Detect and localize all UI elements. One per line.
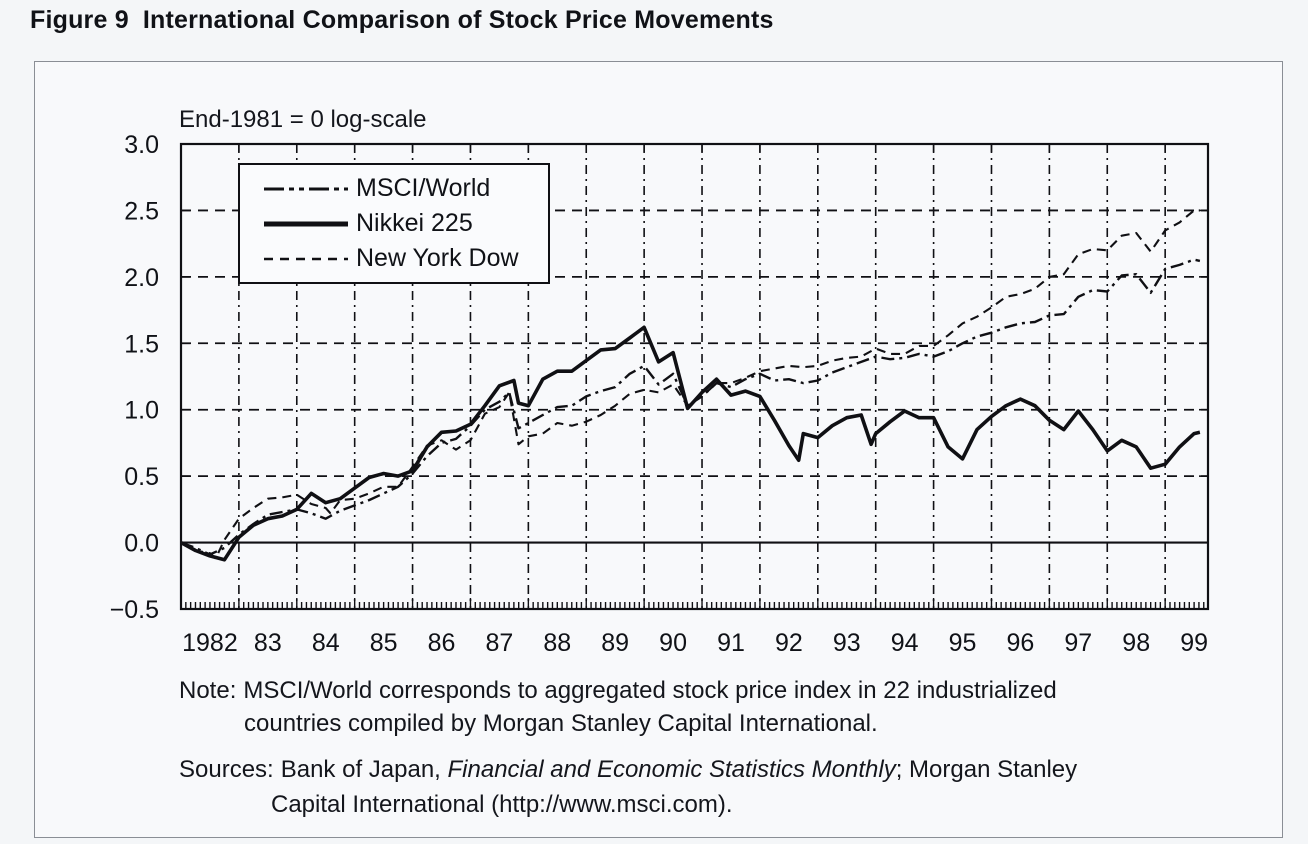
- x-tick-label: 86: [428, 629, 456, 657]
- legend-label: Nikkei 225: [356, 209, 473, 237]
- y-tick-label: 2.0: [124, 264, 159, 292]
- legend-line-dash: [264, 257, 348, 260]
- y-tick-label: 0.0: [124, 530, 159, 558]
- y-tick-label: 2.5: [124, 197, 159, 225]
- y-tick-label: 1.5: [124, 330, 159, 358]
- x-tick-label: 89: [601, 629, 629, 657]
- figure-title-text: International Comparison of Stock Price …: [142, 6, 774, 34]
- sources-publication: Financial and Economic Statistics Monthl…: [447, 756, 896, 783]
- legend-line-dash-dot: [264, 187, 348, 190]
- x-tick-label: 91: [717, 629, 745, 657]
- legend-label: MSCI/World: [356, 174, 491, 202]
- y-tick-label: 0.5: [124, 463, 159, 491]
- series-line-msci-world: [180, 258, 1201, 556]
- figure-panel: End-1981 = 0 log-scale 3.0 2.5 2.0 1.5 1.0 0.…: [34, 61, 1283, 838]
- x-tick-label: 94: [891, 629, 919, 657]
- x-tick-label: 98: [1122, 629, 1150, 657]
- note-line-1: Note: MSCI/World corresponds to aggregate…: [179, 677, 1057, 704]
- chart-legend: MSCI/World Nikkei 225 New York Dow: [238, 163, 550, 284]
- x-tick-label: 88: [543, 629, 571, 657]
- sources-label: Sources:: [179, 756, 274, 783]
- x-tick-label: 1982: [182, 629, 238, 657]
- x-tick-label: 96: [1007, 629, 1035, 657]
- x-tick-label: 87: [485, 629, 513, 657]
- x-tick-label: 83: [254, 629, 282, 657]
- y-tick-label: 3.0: [124, 131, 159, 159]
- legend-item-nikkei-225: Nikkei 225: [264, 207, 548, 240]
- x-tick-label: 92: [775, 629, 803, 657]
- figure-number: Figure 9: [30, 6, 129, 34]
- y-tick-label: 1.0: [124, 397, 159, 425]
- x-tick-label: 90: [659, 629, 687, 657]
- x-tick-label: 97: [1064, 629, 1092, 657]
- note-label: Note:: [179, 677, 237, 704]
- legend-label: New York Dow: [356, 244, 519, 272]
- figure-sources: Sources: Bank of Japan, Financial and Eco…: [179, 752, 1077, 822]
- legend-line-solid: [264, 221, 348, 226]
- note-line-2: countries compiled by Morgan Stanley Cap…: [244, 710, 878, 737]
- legend-item-msci-world: MSCI/World: [264, 172, 548, 205]
- x-tick-label: 84: [312, 629, 340, 657]
- figure-note: Note: MSCI/World corresponds to aggregate…: [179, 674, 1057, 740]
- x-tick-label: 99: [1180, 629, 1208, 657]
- sources-line-1: Sources: Bank of Japan, Financial and Eco…: [179, 756, 1078, 783]
- series-line-nikkei-225: [180, 325, 1201, 562]
- series-line-new-york-dow: [180, 209, 1200, 560]
- sources-line-2: Capital International (http://www.msci.c…: [271, 791, 733, 818]
- x-tick-label: 85: [370, 629, 398, 657]
- legend-item-new-york-dow: New York Dow: [264, 242, 548, 275]
- scale-annotation: End-1981 = 0 log-scale: [179, 106, 427, 133]
- x-tick-label: 95: [949, 629, 977, 657]
- figure-title: Figure 9 International Comparison of Stoc…: [30, 6, 774, 35]
- y-tick-label: −0.5: [110, 596, 159, 624]
- plot-border: [179, 142, 1210, 611]
- x-tick-label: 93: [833, 629, 861, 657]
